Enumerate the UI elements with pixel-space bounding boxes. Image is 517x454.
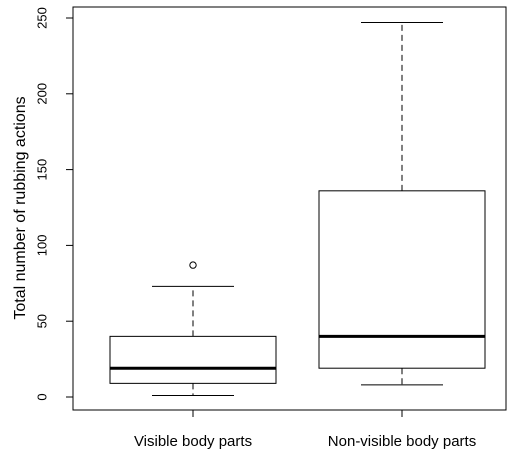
boxes-layer <box>109 22 486 396</box>
y-tick-label: 0 <box>35 393 50 400</box>
iqr-box <box>109 335 277 384</box>
x-axis: Visible body parts Non-visible body parts <box>134 410 476 450</box>
y-tick-label: 250 <box>35 7 50 29</box>
outlier-point <box>189 261 197 269</box>
y-tick-label: 100 <box>35 235 50 257</box>
y-axis-title: Total number of rubbing actions <box>12 96 29 319</box>
x-category-label: Non-visible body parts <box>328 433 476 450</box>
box-group <box>318 22 486 386</box>
iqr-box <box>318 190 486 369</box>
y-tick-label: 200 <box>35 83 50 105</box>
y-axis: 0 50 100 150 200 250 <box>35 7 73 401</box>
y-tick-label: 50 <box>35 314 50 328</box>
plot-frame <box>72 6 507 411</box>
x-category-label: Visible body parts <box>134 433 252 450</box>
y-tick-label: 150 <box>35 159 50 181</box>
box-group <box>109 261 277 396</box>
